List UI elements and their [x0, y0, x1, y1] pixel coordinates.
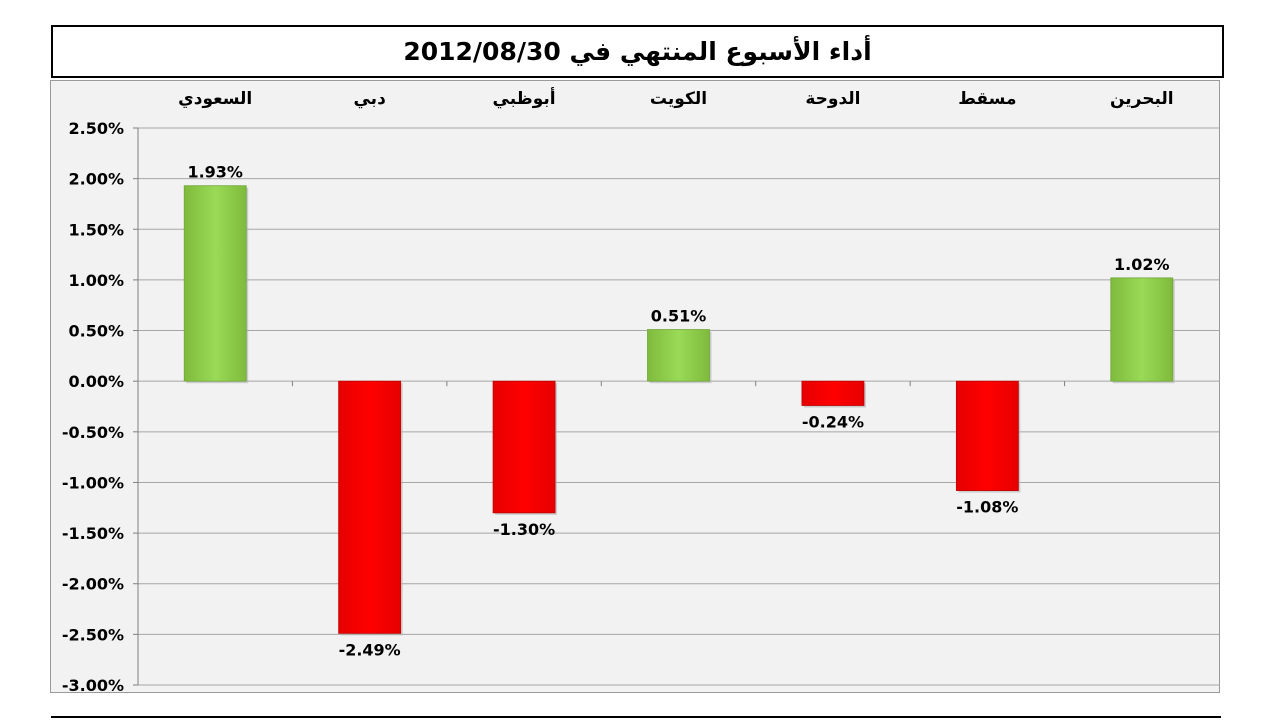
- data-label: -2.49%: [339, 640, 401, 659]
- category-label: الكويت: [650, 89, 707, 109]
- category-label: الدوحة: [805, 89, 860, 109]
- y-tick-label: -3.00%: [62, 676, 124, 695]
- bar: [183, 185, 247, 382]
- data-label: -0.24%: [802, 412, 864, 431]
- bar: [801, 380, 865, 406]
- bar: [1110, 277, 1174, 382]
- bar: [338, 380, 402, 634]
- category-label: دبي: [353, 89, 386, 109]
- chart-title: أداء الأسبوع المنتهي في 2012/08/30: [403, 37, 872, 66]
- bar: [647, 329, 710, 382]
- y-tick-label: -1.50%: [62, 524, 124, 543]
- category-label: مسقط: [958, 89, 1016, 109]
- data-label: -1.08%: [956, 498, 1018, 517]
- chart-frame: [50, 80, 1220, 693]
- y-tick-label: -2.00%: [62, 575, 124, 594]
- bar: [492, 380, 556, 514]
- bar: [955, 380, 1019, 491]
- y-tick-label: 1.50%: [68, 220, 124, 239]
- y-tick-label: 1.00%: [68, 271, 124, 290]
- y-tick-label: -2.50%: [62, 625, 124, 644]
- y-tick-label: 2.00%: [68, 170, 124, 189]
- y-tick-label: 2.50%: [68, 119, 124, 138]
- data-label: 1.02%: [1114, 255, 1170, 274]
- y-tick-label: 0.50%: [68, 322, 124, 341]
- data-label: 0.51%: [651, 307, 707, 326]
- chart-title-box: أداء الأسبوع المنتهي في 2012/08/30: [51, 25, 1224, 78]
- category-label: أبوظبي: [493, 87, 556, 109]
- data-label: -1.30%: [493, 520, 555, 539]
- y-tick-label: -0.50%: [62, 423, 124, 442]
- bottom-rule: [51, 716, 1221, 718]
- data-label: 1.93%: [187, 163, 243, 182]
- category-label: السعودي: [178, 89, 252, 109]
- category-label: البحرين: [1110, 89, 1174, 109]
- y-tick-label: 0.00%: [68, 372, 124, 391]
- y-tick-label: -1.00%: [62, 473, 124, 492]
